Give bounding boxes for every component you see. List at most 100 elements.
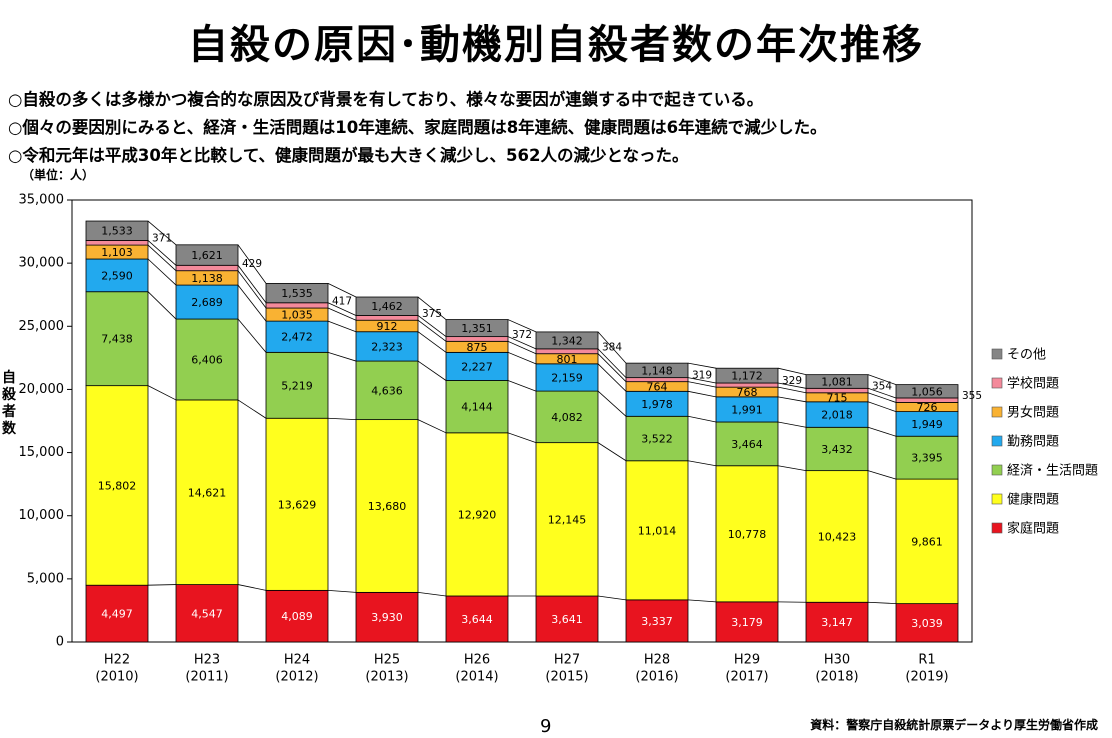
connector-line — [867, 601, 897, 605]
bar-segment — [715, 465, 779, 603]
x-tick-label: H28 — [644, 653, 670, 668]
data-label: 3,644 — [461, 613, 493, 626]
connector-line — [237, 584, 267, 591]
x-tick-label: H27 — [554, 653, 580, 668]
y-tick-label: 35,000 — [19, 193, 65, 208]
x-tick-label: H30 — [824, 653, 850, 668]
data-label: 12,145 — [548, 513, 587, 526]
data-label: 726 — [917, 401, 938, 414]
connector-line — [147, 258, 177, 286]
data-label: 1,949 — [911, 418, 943, 431]
bar-segment — [445, 336, 509, 342]
bar-segment — [265, 417, 329, 591]
data-label: 1,462 — [371, 300, 403, 313]
legend-label: 男女問題 — [1007, 405, 1059, 421]
connector-line — [777, 421, 807, 428]
data-label: 3,641 — [551, 613, 583, 626]
data-label: 11,014 — [638, 524, 677, 537]
page-number: 9 — [540, 716, 552, 737]
data-label: 4,547 — [191, 607, 223, 620]
bar-segment — [175, 264, 239, 272]
connector-line — [597, 595, 627, 601]
bar-segment — [445, 319, 509, 338]
data-label: 6,406 — [191, 353, 223, 366]
bar-segment — [355, 360, 419, 421]
data-label: 3,039 — [911, 617, 943, 630]
x-tick-label: (2014) — [455, 670, 498, 685]
legend-label: その他 — [1007, 348, 1046, 363]
connector-line — [777, 396, 807, 403]
bar-segment — [805, 401, 869, 428]
data-label: 1,535 — [281, 287, 313, 300]
connector-line — [507, 432, 537, 444]
bar-segment — [265, 282, 329, 304]
x-tick-label: (2013) — [365, 670, 408, 685]
bar-segment — [895, 411, 959, 437]
data-label: 14,621 — [188, 486, 227, 499]
bar-segment — [535, 390, 599, 444]
bar-segment — [895, 397, 959, 403]
legend-swatch — [991, 377, 1003, 389]
source-note: 資料：警察庁自殺統計原票データより厚生労働省作成 — [810, 718, 1098, 732]
connector-line — [147, 385, 177, 401]
data-label: 1,351 — [461, 322, 493, 335]
bar-segment — [355, 315, 419, 321]
connector-line — [417, 360, 447, 381]
y-axis-label: 自殺者数 — [0, 370, 18, 438]
bar-segment — [625, 362, 689, 379]
data-label: 3,337 — [641, 615, 673, 628]
data-label: 715 — [827, 391, 848, 404]
connector-line — [867, 426, 897, 437]
connector-line — [327, 283, 357, 298]
legend-label: 健康問題 — [1007, 492, 1059, 508]
connector-line — [237, 318, 267, 353]
connector-line — [867, 401, 897, 412]
data-label: 1,342 — [551, 334, 583, 347]
y-tick-label: 30,000 — [19, 256, 65, 271]
bar-segment — [175, 284, 239, 320]
data-label: 1,978 — [641, 398, 673, 411]
x-tick-label: H25 — [374, 653, 400, 668]
legend-label: 勤務問題 — [1007, 435, 1059, 450]
connector-line — [687, 381, 717, 388]
connector-line — [687, 415, 717, 423]
connector-line — [327, 589, 357, 593]
data-label: 4,497 — [101, 608, 133, 621]
connector-line — [417, 591, 447, 597]
connector-line — [237, 284, 267, 322]
data-label: 3,147 — [821, 616, 853, 629]
connector-line — [597, 331, 627, 364]
bar-segment — [625, 460, 689, 601]
connector-line — [147, 291, 177, 320]
bar-segment — [715, 601, 779, 643]
connector-line — [507, 351, 537, 365]
bar-segment — [535, 442, 599, 597]
y-tick-label: 20,000 — [19, 382, 65, 397]
x-tick-label: R1 — [918, 653, 935, 668]
connector-line — [867, 374, 897, 385]
y-axis-label-char: 数 — [2, 421, 16, 437]
data-label: 1,103 — [101, 246, 133, 259]
connector-line — [777, 465, 807, 472]
bar-segment — [535, 348, 599, 355]
y-axis-label-char: 者 — [2, 404, 16, 420]
data-label: 3,522 — [641, 433, 673, 446]
bullet-item-3: ○令和元年は平成30年と比較して、健康問題が最も大きく減少し、562人の減少とな… — [8, 146, 689, 165]
x-tick-label: (2012) — [275, 670, 318, 685]
bar-segment — [175, 584, 239, 643]
data-label: 3,395 — [911, 452, 943, 465]
bar-segment — [445, 380, 509, 434]
connector-line — [327, 307, 357, 321]
legend-swatch — [991, 522, 1003, 534]
x-tick-label: H24 — [284, 653, 310, 668]
connector-line — [597, 353, 627, 382]
connector-line — [597, 348, 627, 378]
connector-line — [867, 470, 897, 480]
connector-line — [597, 390, 627, 417]
data-label: 912 — [377, 320, 398, 333]
y-tick-label: 5,000 — [27, 571, 64, 586]
connector-line — [777, 386, 807, 394]
data-label: 384 — [602, 341, 622, 353]
bar-segment — [715, 382, 779, 388]
